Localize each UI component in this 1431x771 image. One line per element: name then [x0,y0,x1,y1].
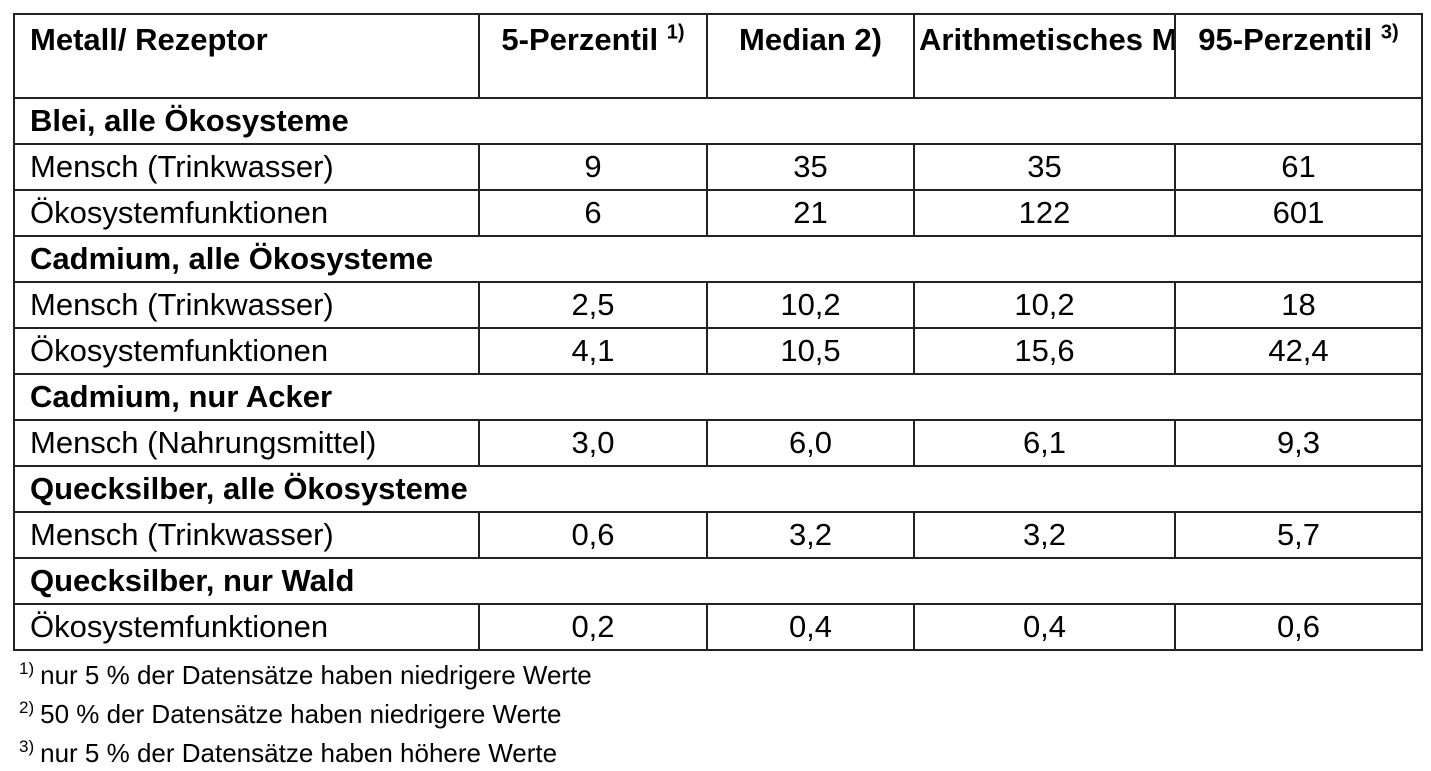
section-row-quecksilber-wald: Quecksilber, nur Wald [13,557,1423,605]
table-row: Mensch (Trinkwasser) 2,5 10,2 10,2 18 [13,281,1423,329]
value-cell: 2,5 [478,281,708,329]
footnote-marker: 2) [19,698,35,718]
value-cell: 18 [1174,281,1423,329]
row-label-cell: Mensch (Nahrungsmittel) [13,419,480,467]
col-header-median: Median 2) [706,13,915,99]
col-header-metall-rezeptor: Metall/ Rezeptor [13,13,480,99]
row-label-cell: Ökosystemfunktionen [13,189,480,237]
value-cell: 35 [913,143,1176,191]
section-label: Cadmium, alle Ökosysteme [13,235,1423,283]
col-header-label: Metall/ Rezeptor [30,22,268,57]
row-label-cell: Ökosystemfunktionen [13,327,480,375]
value-cell: 0,2 [478,603,708,651]
value-cell: 0,6 [478,511,708,559]
table-row: Mensch (Trinkwasser) 0,6 3,2 3,2 5,7 [13,511,1423,559]
footnotes-block: 1) nur 5 % der Datensätze haben niedriger… [13,651,1431,771]
value-cell: 15,6 [913,327,1176,375]
value-cell: 6,1 [913,419,1176,467]
value-cell: 10,5 [706,327,915,375]
section-label: Blei, alle Ökosysteme [13,97,1423,145]
col-header-label: Median 2) [739,22,882,57]
row-label-cell: Mensch (Trinkwasser) [13,511,480,559]
footnote-marker: 1) [19,659,35,679]
table-row: Ökosystemfunktionen 4,1 10,5 15,6 42,4 [13,327,1423,375]
section-label: Quecksilber, nur Wald [13,557,1423,605]
value-cell: 35 [706,143,915,191]
section-row-cadmium-alle: Cadmium, alle Ökosysteme [13,235,1423,283]
value-cell: 10,2 [913,281,1176,329]
col-header-label: Arithmetisches Mittel [919,22,1175,57]
table-header-row: Metall/ Rezeptor 5-Perzentil 1) Median 2… [13,13,1423,99]
footnote-2: 2) 50 % der Datensätze haben niedrigere W… [19,695,1431,734]
section-label: Cadmium, nur Acker [13,373,1423,421]
value-cell: 4,1 [478,327,708,375]
section-row-cadmium-acker: Cadmium, nur Acker [13,373,1423,421]
value-cell: 601 [1174,189,1423,237]
section-row-blei-alle: Blei, alle Ökosysteme [13,97,1423,145]
value-cell: 3,2 [706,511,915,559]
footnote-ref-1: 1) [666,21,685,44]
table-row: Mensch (Nahrungsmittel) 3,0 6,0 6,1 9,3 [13,419,1423,467]
footnote-text: nur 5 % der Datensätze haben niedrigere … [40,660,592,690]
value-cell: 61 [1174,143,1423,191]
value-cell: 122 [913,189,1176,237]
value-cell: 0,6 [1174,603,1423,651]
footnote-text: nur 5 % der Datensätze haben höhere Wert… [40,738,558,768]
value-cell: 10,2 [706,281,915,329]
section-row-quecksilber-alle: Quecksilber, alle Ökosysteme [13,465,1423,513]
col-header-label: 95-Perzentil [1198,22,1373,57]
value-cell: 42,4 [1174,327,1423,375]
value-cell: 6 [478,189,708,237]
value-cell: 0,4 [913,603,1176,651]
footnote-1: 1) nur 5 % der Datensätze haben niedriger… [19,656,1431,695]
col-header-arithmetisches-mittel: Arithmetisches Mittel [913,13,1176,99]
table-row: Ökosystemfunktionen 6 21 122 601 [13,189,1423,237]
value-cell: 21 [706,189,915,237]
row-label-cell: Mensch (Trinkwasser) [13,143,480,191]
value-cell: 0,4 [706,603,915,651]
section-label: Quecksilber, alle Ökosysteme [13,465,1423,513]
row-label-cell: Mensch (Trinkwasser) [13,281,480,329]
row-label-cell: Ökosystemfunktionen [13,603,480,651]
table-row: Ökosystemfunktionen 0,2 0,4 0,4 0,6 [13,603,1423,651]
table-row: Mensch (Trinkwasser) 9 35 35 61 [13,143,1423,191]
value-cell: 3,2 [913,511,1176,559]
col-header-5-perzentil: 5-Perzentil 1) [478,13,708,99]
metals-statistics-table: Metall/ Rezeptor 5-Perzentil 1) Median 2… [13,13,1423,651]
value-cell: 9,3 [1174,419,1423,467]
footnote-3: 3) nur 5 % der Datensätze haben höhere We… [19,734,1431,771]
value-cell: 6,0 [706,419,915,467]
footnote-ref-3: 3) [1380,21,1399,44]
footnote-text: 50 % der Datensätze haben niedrigere Wer… [40,699,562,729]
value-cell: 3,0 [478,419,708,467]
col-header-95-perzentil: 95-Perzentil 3) [1174,13,1423,99]
value-cell: 9 [478,143,708,191]
footnote-marker: 3) [19,737,35,757]
value-cell: 5,7 [1174,511,1423,559]
col-header-label: 5-Perzentil [501,22,659,57]
